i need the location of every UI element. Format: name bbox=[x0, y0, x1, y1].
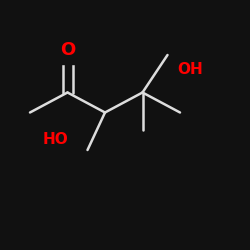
Text: O: O bbox=[60, 41, 75, 59]
FancyBboxPatch shape bbox=[34, 126, 76, 154]
Text: OH: OH bbox=[177, 62, 203, 78]
FancyBboxPatch shape bbox=[169, 56, 211, 84]
FancyBboxPatch shape bbox=[54, 36, 81, 64]
Text: HO: HO bbox=[42, 132, 68, 148]
